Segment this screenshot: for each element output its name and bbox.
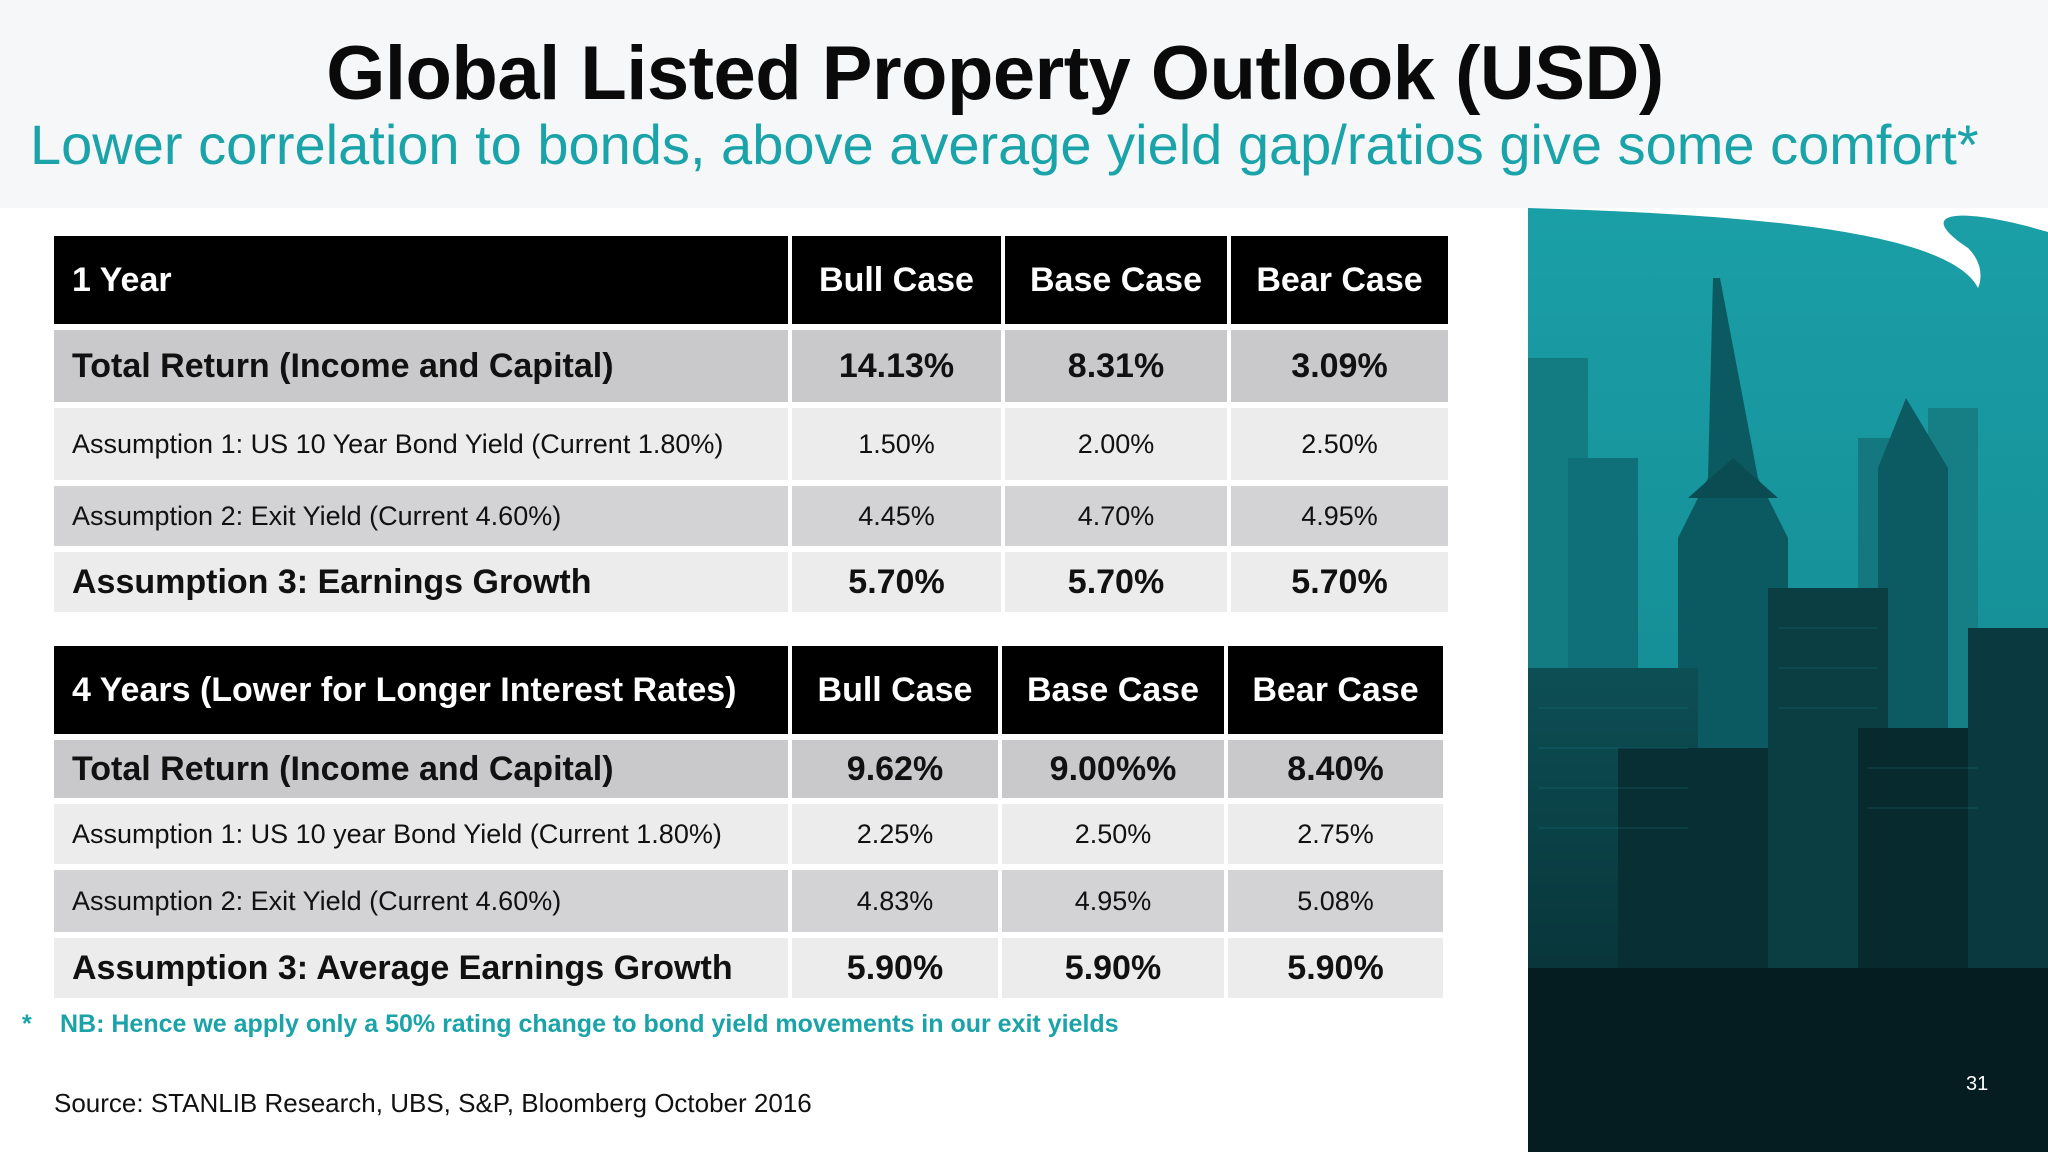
cell-base: 5.70% [1005, 552, 1227, 612]
cell-base: 4.70% [1005, 486, 1227, 546]
cell-base: 4.95% [1002, 870, 1224, 932]
one-year-table: 1 Year Bull Case Base Case Bear Case Tot… [50, 230, 1452, 618]
cell-bear: 8.40% [1228, 740, 1443, 798]
cell-bear: 2.50% [1231, 408, 1448, 480]
row-label: Assumption 2: Exit Yield (Current 4.60%) [54, 486, 788, 546]
cell-bear: 5.70% [1231, 552, 1448, 612]
table-row-assumption-2: Assumption 2: Exit Yield (Current 4.60%)… [54, 870, 1443, 932]
header-base-case: Base Case [1002, 646, 1224, 734]
cell-bull: 14.13% [792, 330, 1001, 402]
cell-bull: 5.70% [792, 552, 1001, 612]
row-label: Total Return (Income and Capital) [54, 330, 788, 402]
title-band [0, 0, 2048, 208]
four-year-table: 4 Years (Lower for Longer Interest Rates… [50, 640, 1447, 1004]
table-header-row: 4 Years (Lower for Longer Interest Rates… [54, 646, 1443, 734]
row-label: Assumption 1: US 10 Year Bond Yield (Cur… [54, 408, 788, 480]
cell-base: 5.90% [1002, 938, 1224, 998]
header-bear-case: Bear Case [1228, 646, 1443, 734]
cell-bear: 4.95% [1231, 486, 1448, 546]
source-citation: Source: STANLIB Research, UBS, S&P, Bloo… [54, 1088, 812, 1118]
cell-bear: 2.75% [1228, 804, 1443, 864]
row-label: Total Return (Income and Capital) [54, 740, 788, 798]
cell-bull: 5.90% [792, 938, 998, 998]
page-number: 31 [1966, 1073, 1989, 1095]
city-skyline-photo [1528, 208, 2048, 1152]
table-row-assumption-2: Assumption 2: Exit Yield (Current 4.60%)… [54, 486, 1448, 546]
table-row-total-return: Total Return (Income and Capital) 14.13%… [54, 330, 1448, 402]
row-label: Assumption 3: Earnings Growth [54, 552, 788, 612]
cell-bear: 5.90% [1228, 938, 1443, 998]
cell-bear: 5.08% [1228, 870, 1443, 932]
cell-base: 8.31% [1005, 330, 1227, 402]
table-header-row: 1 Year Bull Case Base Case Bear Case [54, 236, 1448, 324]
header-bear-case: Bear Case [1231, 236, 1448, 324]
cell-base: 9.00%% [1002, 740, 1224, 798]
header-period: 4 Years (Lower for Longer Interest Rates… [54, 646, 788, 734]
cell-base: 2.00% [1005, 408, 1227, 480]
cell-bear: 3.09% [1231, 330, 1448, 402]
cell-bull: 4.45% [792, 486, 1001, 546]
footnote-text: NB: Hence we apply only a 50% rating cha… [60, 1010, 1119, 1038]
footnote: * NB: Hence we apply only a 50% rating ch… [22, 1010, 1119, 1039]
slide-title: Global Listed Property Outlook (USD) [326, 31, 1664, 116]
row-label: Assumption 1: US 10 year Bond Yield (Cur… [54, 804, 788, 864]
table-row-assumption-1: Assumption 1: US 10 Year Bond Yield (Cur… [54, 408, 1448, 480]
row-label: Assumption 3: Average Earnings Growth [54, 938, 788, 998]
cell-bull: 4.83% [792, 870, 998, 932]
cell-base: 2.50% [1002, 804, 1224, 864]
header-bull-case: Bull Case [792, 236, 1001, 324]
table-row-total-return: Total Return (Income and Capital) 9.62% … [54, 740, 1443, 798]
header-base-case: Base Case [1005, 236, 1227, 324]
cell-bull: 9.62% [792, 740, 998, 798]
table-row-assumption-1: Assumption 1: US 10 year Bond Yield (Cur… [54, 804, 1443, 864]
header-period: 1 Year [54, 236, 788, 324]
header-bull-case: Bull Case [792, 646, 998, 734]
cell-bull: 1.50% [792, 408, 1001, 480]
table-row-assumption-3: Assumption 3: Earnings Growth 5.70% 5.70… [54, 552, 1448, 612]
slide-subtitle: Lower correlation to bonds, above averag… [30, 113, 1979, 176]
cell-bull: 2.25% [792, 804, 998, 864]
row-label: Assumption 2: Exit Yield (Current 4.60%) [54, 870, 788, 932]
table-row-assumption-3: Assumption 3: Average Earnings Growth 5.… [54, 938, 1443, 998]
footnote-marker: * [22, 1010, 32, 1038]
